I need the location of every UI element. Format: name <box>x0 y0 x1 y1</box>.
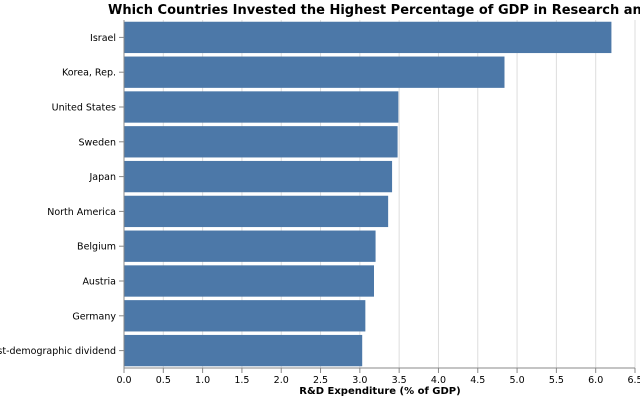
y-tick-label: Korea, Rep. <box>62 68 116 79</box>
y-tick-label: Belgium <box>77 242 116 253</box>
x-tick-label: 2.0 <box>274 375 289 386</box>
bar <box>124 300 366 332</box>
chart-title: Which Countries Invested the Highest Per… <box>108 3 640 18</box>
y-tick-label: Israel <box>90 33 116 44</box>
bar <box>124 160 393 193</box>
x-tick-label: 6.5 <box>627 375 640 386</box>
x-tick-label: 1.5 <box>234 375 249 386</box>
bar <box>124 91 399 123</box>
x-tick-label: 3.5 <box>392 375 407 386</box>
x-tick-label: 6.0 <box>588 375 603 386</box>
x-tick-label: 0.5 <box>156 375 171 386</box>
y-tick-label: North America <box>47 207 116 218</box>
x-tick-label: 4.5 <box>470 375 485 386</box>
bar <box>124 56 505 88</box>
y-tick-label: Japan <box>89 172 117 183</box>
y-axis: Israel Korea, Rep. United States Sweden Japa… <box>0 20 125 368</box>
y-tick-label: Austria <box>82 277 116 288</box>
x-tick-label: 2.5 <box>313 375 328 386</box>
y-tick-label: Sweden <box>78 137 116 148</box>
x-axis-title: R&D Expenditure (% of GDP) <box>299 386 460 397</box>
bar <box>124 265 374 297</box>
x-tick-label: 1.0 <box>195 375 210 386</box>
x-tick-label: 3.0 <box>352 375 367 386</box>
y-tick-label: United States <box>52 103 116 114</box>
bars <box>124 21 612 367</box>
x-axis: 0.0 0.5 1.0 1.5 2.0 2.5 3.0 3.5 4.0 4.5 5.0 5.5 6.0 6… <box>116 367 640 386</box>
y-tick-label: Germany <box>72 311 116 322</box>
y-tick-label: Post-demographic dividend <box>0 346 116 357</box>
bar <box>124 126 398 158</box>
x-tick-label: 4.0 <box>431 375 446 386</box>
bar <box>124 334 363 367</box>
x-tick-label: 0.0 <box>116 375 131 386</box>
x-tick-label: 5.5 <box>549 375 564 386</box>
x-tick-label: 5.0 <box>510 375 525 386</box>
bar <box>124 21 612 54</box>
bar <box>124 230 376 262</box>
bar <box>124 195 389 228</box>
